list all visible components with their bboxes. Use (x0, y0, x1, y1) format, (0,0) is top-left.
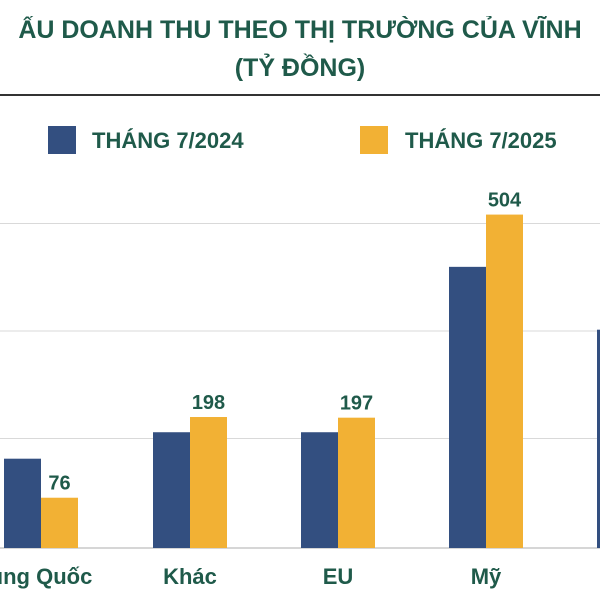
category-label: Khác (163, 564, 217, 589)
data-label: 198 (192, 392, 225, 414)
title-divider (0, 94, 600, 96)
bar-2025 (190, 417, 227, 548)
bar-2024 (449, 266, 486, 548)
data-label: 76 (48, 473, 70, 495)
category-label: ung Quốc (0, 564, 92, 589)
category-label: EU (323, 564, 354, 589)
legend-label-2024: THÁNG 7/2024 (92, 128, 244, 153)
bar-2025 (41, 497, 78, 548)
legend-label-2025: THÁNG 7/2025 (405, 128, 557, 153)
legend-swatch-2024 (48, 126, 76, 154)
bar-2024 (597, 329, 600, 548)
bar-2025 (338, 417, 375, 548)
legend-swatch-2025 (360, 126, 388, 154)
bar-2024 (153, 432, 190, 548)
data-label: 504 (488, 190, 522, 212)
bar-2024 (4, 458, 41, 548)
bar-2025 (486, 214, 523, 549)
bar-2024 (301, 432, 338, 548)
chart-subtitle: (TỶ ĐỒNG) (234, 54, 366, 82)
data-label: 197 (340, 393, 373, 415)
category-label: Mỹ (471, 564, 502, 589)
chart-title: ẤU DOANH THU THEO THỊ TRƯỜNG CỦA VĨNH (18, 16, 582, 44)
